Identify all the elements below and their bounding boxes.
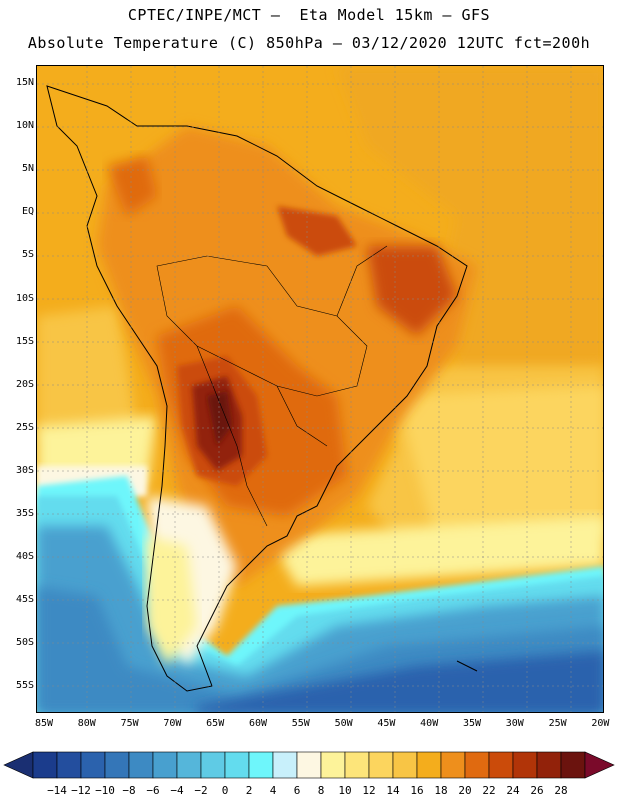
colorbar-label: −12 <box>71 784 91 797</box>
lon-label: 55W <box>291 718 310 729</box>
colorbar-swatch <box>560 751 586 779</box>
colorbar-left-arrow <box>3 751 34 779</box>
lat-label: 15N <box>15 77 34 88</box>
lon-label: 75W <box>120 718 139 729</box>
colorbar-label: 4 <box>269 784 277 797</box>
colorbar-swatch <box>392 751 418 779</box>
colorbar-swatch <box>488 751 514 779</box>
colorbar-swatch <box>320 751 346 779</box>
colorbar-label: 18 <box>434 784 448 797</box>
lat-label: 30S <box>15 464 34 476</box>
lat-label: 20S <box>15 378 34 390</box>
lat-label: 15S <box>15 335 34 347</box>
colorbar-swatch <box>104 751 130 779</box>
lat-label: 10N <box>15 120 34 132</box>
colorbar-swatch <box>416 751 442 779</box>
lon-label: 25W <box>548 718 567 729</box>
colorbar-label: 26 <box>530 784 544 797</box>
colorbar-swatch <box>536 751 562 779</box>
colorbar-label: 14 <box>386 784 400 797</box>
colorbar-swatch <box>272 751 298 779</box>
lon-label: 85W <box>34 718 54 729</box>
lat-label: 35S <box>15 508 34 519</box>
colorbar-swatch <box>224 751 250 779</box>
lat-label: EQ <box>21 206 34 218</box>
temperature-map <box>36 65 604 713</box>
colorbar-swatch <box>200 751 226 779</box>
colorbar-swatch <box>248 751 274 779</box>
lat-label: 40S <box>15 551 34 563</box>
lat-label: 5S <box>21 249 34 261</box>
colorbar-swatch <box>464 751 490 779</box>
colorbar-swatch <box>56 751 82 779</box>
colorbar-swatch <box>440 751 466 779</box>
colorbar-label: −14 <box>47 784 67 797</box>
colorbar-label: 6 <box>293 784 301 797</box>
colorbar-label: 16 <box>410 784 424 797</box>
lat-label: 25S <box>15 421 34 433</box>
colorbar-swatch <box>368 751 394 779</box>
lat-label: 5N <box>21 163 34 175</box>
lon-label: 40W <box>420 718 439 729</box>
colorbar-label: 10 <box>338 784 352 797</box>
colorbar-label: 2 <box>245 784 253 797</box>
colorbar-label: 8 <box>317 784 325 797</box>
colorbar-label: −8 <box>122 784 136 797</box>
colorbar-label: 0 <box>221 784 229 797</box>
colorbar-label: 12 <box>362 784 376 797</box>
colorbar-label: −2 <box>194 784 208 797</box>
colorbar-swatch <box>152 751 178 779</box>
lat-label: 45S <box>15 594 34 606</box>
colorbar-label: 24 <box>506 784 520 797</box>
lon-label: 35W <box>462 718 482 729</box>
lon-label: 60W <box>248 718 268 729</box>
lon-label: 20W <box>591 718 610 729</box>
colorbar <box>3 751 615 779</box>
grid-lines <box>37 66 603 712</box>
lat-label: 55S <box>15 680 34 692</box>
lon-label: 70W <box>163 718 182 729</box>
lon-label: 45W <box>377 718 396 729</box>
colorbar-label: 22 <box>482 784 496 797</box>
colorbar-right-arrow <box>584 751 615 779</box>
colorbar-swatch <box>32 751 58 779</box>
lon-label: 30W <box>505 718 524 729</box>
colorbar-swatch <box>344 751 370 779</box>
lon-label: 50W <box>334 718 353 729</box>
lon-label: 65W <box>206 718 225 729</box>
colorbar-swatch <box>128 751 154 779</box>
lat-label: 10S <box>15 292 34 304</box>
colorbar-swatch <box>296 751 322 779</box>
colorbar-swatch <box>512 751 538 779</box>
colorbar-swatch <box>176 751 202 779</box>
lon-label: 80W <box>77 718 96 729</box>
colorbar-swatch <box>80 751 106 779</box>
colorbar-label: −10 <box>95 784 115 797</box>
colorbar-label: 28 <box>554 784 568 797</box>
colorbar-label: −6 <box>146 784 160 797</box>
colorbar-label: −4 <box>170 784 184 797</box>
temperature-field <box>37 66 603 712</box>
map-title-line2: Absolute Temperature (C) 850hPa – 03/12/… <box>27 34 591 52</box>
lat-label: 50S <box>15 637 34 649</box>
colorbar-label: 20 <box>458 784 472 797</box>
map-title-line1: CPTEC/INPE/MCT – Eta Model 15km – GFS <box>127 6 491 24</box>
